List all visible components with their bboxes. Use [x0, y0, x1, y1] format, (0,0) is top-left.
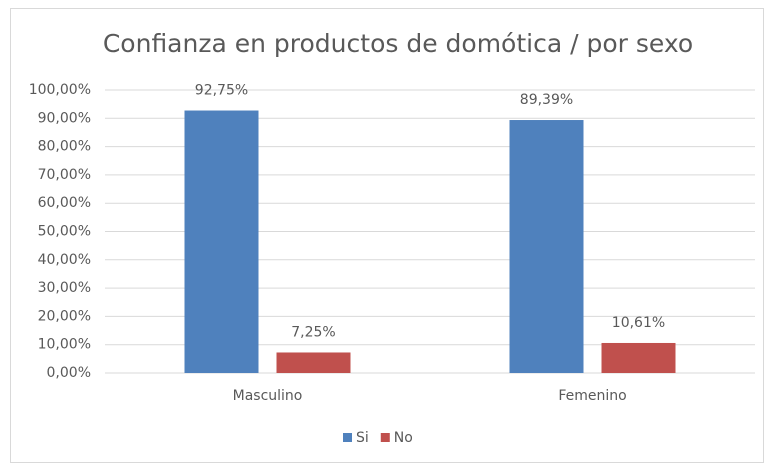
- y-tick-label: 50,00%: [38, 224, 91, 240]
- y-tick-label: 100,00%: [29, 82, 91, 98]
- y-tick-label: 40,00%: [38, 252, 91, 268]
- data-label: 89,39%: [520, 92, 573, 108]
- y-tick-label: 20,00%: [38, 308, 91, 324]
- chart-title: Confianza en productos de domótica / por…: [103, 29, 693, 58]
- data-label: 10,61%: [612, 315, 665, 331]
- x-tick-label: Femenino: [558, 388, 626, 404]
- bar: [601, 342, 676, 373]
- legend-label: Si: [356, 430, 369, 446]
- y-tick-label: 30,00%: [38, 280, 91, 296]
- legend-label: No: [394, 430, 413, 446]
- x-tick-label: Masculino: [233, 388, 303, 404]
- y-tick-label: 80,00%: [38, 139, 91, 155]
- bar: [509, 120, 584, 373]
- chart-frame: [10, 8, 764, 463]
- data-label: 7,25%: [291, 324, 335, 340]
- y-tick-label: 70,00%: [38, 167, 91, 183]
- y-tick-label: 90,00%: [38, 110, 91, 126]
- legend-swatch: [380, 433, 390, 442]
- bar: [276, 352, 351, 373]
- y-tick-label: 10,00%: [38, 337, 91, 353]
- legend-swatch: [343, 433, 352, 442]
- bar: [184, 110, 259, 373]
- y-tick-label: 60,00%: [38, 195, 91, 211]
- data-label: 92,75%: [195, 83, 248, 99]
- y-tick-label: 0,00%: [47, 365, 91, 381]
